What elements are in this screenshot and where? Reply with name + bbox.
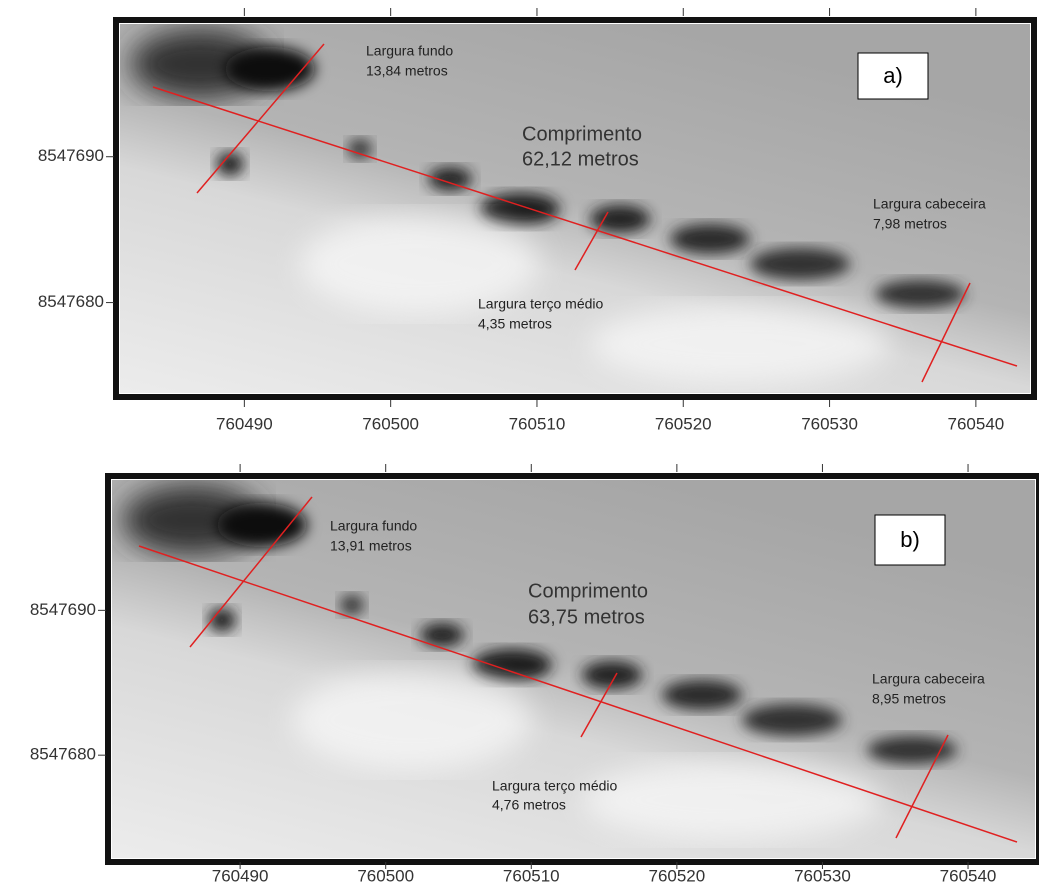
annotation-title: Comprimento <box>522 123 642 145</box>
x-tick-label: 760530 <box>801 414 858 433</box>
annotation-value: 7,98 metros <box>873 216 947 232</box>
annotation-value: 62,12 metros <box>522 148 639 170</box>
x-tick-label: 760520 <box>648 866 705 885</box>
x-tick-label: 760500 <box>362 414 419 433</box>
panel-label: b) <box>900 527 920 552</box>
annotation-value: 63,75 metros <box>528 606 645 628</box>
x-tick-label: 760490 <box>216 414 273 433</box>
annotation-value: 13,91 metros <box>330 538 412 554</box>
annotation-title: Largura terço médio <box>478 296 604 312</box>
x-tick-label: 760530 <box>794 866 851 885</box>
annotation-title: Largura fundo <box>330 518 417 534</box>
annotation-title: Largura fundo <box>366 43 453 59</box>
x-tick-label: 760500 <box>357 866 414 885</box>
panel-label: a) <box>883 63 903 88</box>
x-tick-label: 760520 <box>655 414 712 433</box>
y-tick-label: 8547680 <box>30 745 96 764</box>
annotation-value: 13,84 metros <box>366 63 448 79</box>
annotation-value: 4,35 metros <box>478 316 552 332</box>
panel-a: Largura fundo 13,84 metros Comprimento 6… <box>116 20 1034 397</box>
y-tick-label: 8547680 <box>38 292 104 311</box>
annotation-title: Largura cabeceira <box>873 196 986 212</box>
panel-b: Largura fundo 13,91 metros Comprimento 6… <box>108 476 1039 862</box>
figure: Largura fundo 13,84 metros Comprimento 6… <box>0 0 1039 888</box>
annotation-title: Largura terço médio <box>492 778 618 794</box>
y-tick-label: 8547690 <box>38 146 104 165</box>
y-tick-label: 8547690 <box>30 600 96 619</box>
annotation-title: Comprimento <box>528 580 648 602</box>
x-tick-label: 760510 <box>503 866 560 885</box>
x-tick-label: 760510 <box>509 414 566 433</box>
x-tick-label: 760540 <box>948 414 1005 433</box>
annotation-title: Largura cabeceira <box>872 671 985 687</box>
annotation-value: 4,76 metros <box>492 797 566 813</box>
annotation-value: 8,95 metros <box>872 691 946 707</box>
x-tick-label: 760540 <box>940 866 997 885</box>
x-tick-label: 760490 <box>212 866 269 885</box>
